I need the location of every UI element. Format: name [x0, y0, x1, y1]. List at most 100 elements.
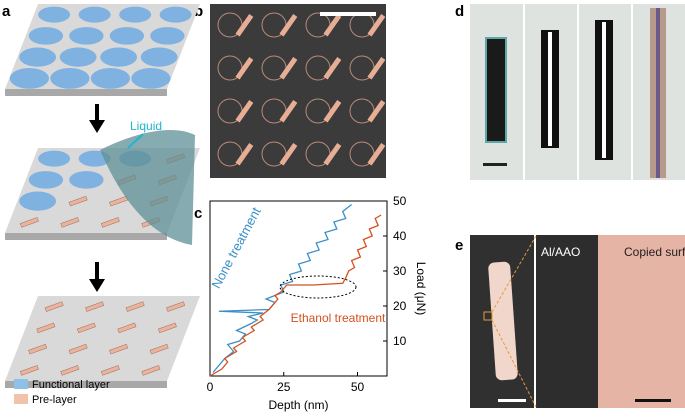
x-axis-label: Depth (nm) [268, 398, 328, 412]
functional-dot [28, 27, 64, 45]
functional-dot [69, 27, 104, 45]
y-axis-label: Load (μN) [414, 262, 428, 316]
functional-dot [19, 191, 57, 211]
pre-layer-rod [149, 343, 169, 355]
rod-highlight [548, 32, 552, 146]
liquid-sheet [100, 130, 195, 245]
functional-dot [59, 47, 97, 67]
y-tick-label: 50 [393, 194, 407, 208]
zoom-line [491, 319, 537, 408]
rod [323, 57, 342, 80]
rod-highlight [602, 22, 606, 158]
functional-dot [150, 27, 185, 45]
panel-label: e [455, 237, 463, 254]
rod [235, 100, 254, 123]
pre-layer-rod [28, 343, 48, 355]
functional-dot [50, 67, 90, 89]
rod [367, 14, 386, 37]
functional-dot [28, 171, 64, 189]
scale-bar [498, 399, 526, 402]
schematic [5, 4, 200, 388]
rod [367, 100, 386, 123]
functional-dot [140, 47, 178, 67]
panel-label: c [194, 205, 202, 222]
functional-dot [119, 6, 152, 23]
plate-side [5, 89, 167, 96]
rod [279, 143, 298, 166]
arrow [89, 120, 105, 133]
panel-label: d [455, 3, 464, 20]
y-tick-label: 30 [393, 264, 407, 278]
legend-label: Pre-layer [32, 394, 77, 406]
functional-dot [9, 67, 49, 89]
functional-dot [109, 27, 145, 45]
legend-label: Functional layer [32, 379, 110, 391]
scale-bar [320, 12, 376, 16]
arrow [127, 133, 144, 149]
rod [323, 143, 342, 166]
sem-image [536, 235, 598, 408]
chart: 0 25 50 10 20 30 40 50 Depth (nm) Load (μN) None t… [207, 194, 428, 412]
pre-layer-rod [157, 322, 177, 334]
pre-layer-rod [60, 217, 80, 228]
plate-top [5, 4, 200, 89]
pre-layer-rod [19, 217, 39, 228]
y-tick-label: 10 [393, 334, 407, 348]
pop-in-outline [279, 275, 357, 299]
legend-swatch [14, 394, 28, 404]
scale-bar [635, 399, 671, 402]
rod [485, 37, 507, 143]
rod [323, 100, 342, 123]
rod [367, 57, 386, 80]
functional-dot [100, 47, 138, 67]
pre-layer-rod [60, 365, 80, 376]
functional-dot [69, 171, 104, 189]
x-tick-label: 0 [207, 380, 214, 394]
rod [235, 57, 254, 80]
panel-label: b [194, 3, 203, 20]
plot-frame [209, 200, 388, 377]
sem-image [598, 235, 685, 408]
functional-dot [38, 150, 71, 167]
pre-layer-rod [100, 365, 120, 376]
pre-layer-rod [141, 365, 161, 376]
image-label: Al/AAO [541, 245, 580, 259]
pre-layer-rod [44, 301, 64, 312]
functional-dot [78, 6, 111, 23]
functional-dot [90, 67, 130, 89]
x-tick-label: 25 [277, 380, 291, 394]
plate-side [5, 233, 167, 240]
data-line [209, 214, 382, 377]
pre-layer-rod [68, 343, 88, 355]
pre-layer-rod [19, 365, 39, 376]
rod-highlight [656, 8, 660, 178]
rod [488, 261, 518, 381]
legend-swatch [14, 379, 28, 389]
rod [323, 14, 342, 37]
zoom-box [483, 311, 493, 321]
pre-layer-rod [76, 322, 96, 334]
pre-layer-rod [100, 217, 120, 228]
scale-bar [483, 163, 507, 166]
panel-label: a [2, 3, 11, 20]
plate-top [5, 296, 200, 381]
pre-layer-rod [166, 301, 186, 312]
rod-array [217, 12, 386, 167]
series-annotation: None treatment [208, 204, 263, 291]
pre-layer-rod [109, 343, 129, 355]
y-tick-label: 20 [393, 299, 407, 313]
pre-layer-rod [117, 322, 137, 334]
x-tick-label: 50 [351, 380, 365, 394]
functional-dot [131, 67, 171, 89]
liquid-label: Liquid [130, 119, 162, 133]
pre-layer-rod [85, 301, 105, 312]
rod [279, 14, 298, 37]
image-label: Copied surface [624, 245, 685, 259]
y-tick-label: 40 [393, 229, 407, 243]
series-annotation: Ethanol treatment [291, 311, 386, 325]
functional-dot [159, 6, 192, 23]
pre-layer-rod [125, 301, 145, 312]
rod [367, 143, 386, 166]
